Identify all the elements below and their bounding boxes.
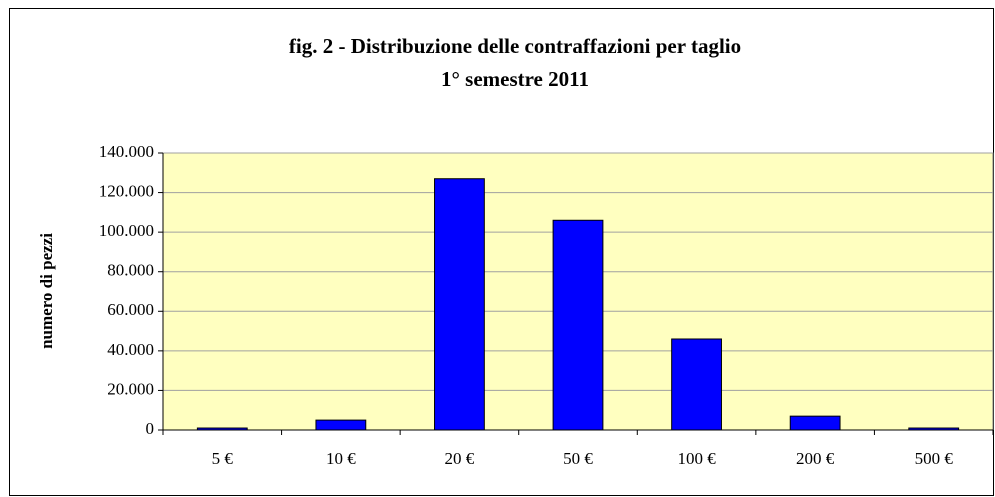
x-tick-label: 50 € xyxy=(563,449,593,468)
y-tick-label: 80.000 xyxy=(107,261,154,280)
bar xyxy=(315,419,367,431)
x-tick-label: 5 € xyxy=(212,449,234,468)
bar xyxy=(196,427,248,431)
x-tick-label: 500 € xyxy=(915,449,954,468)
y-tick-label: 0 xyxy=(146,419,155,438)
x-tick-label: 20 € xyxy=(445,449,475,468)
y-tick-label: 40.000 xyxy=(107,340,154,359)
y-axis-label: numero di pezzi xyxy=(37,233,56,349)
y-tick-label: 140.000 xyxy=(99,142,154,161)
bar xyxy=(434,178,485,431)
bar xyxy=(552,219,604,431)
bar xyxy=(671,338,722,431)
chart-subtitle: 1° semestre 2011 xyxy=(441,67,589,91)
y-tick-label: 120.000 xyxy=(99,181,154,200)
x-tick-label: 200 € xyxy=(796,449,835,468)
y-tick-label: 100.000 xyxy=(99,221,154,240)
x-tick-label: 100 € xyxy=(677,449,716,468)
chart-title: fig. 2 - Distribuzione delle contraffazi… xyxy=(289,34,741,58)
bar xyxy=(789,415,841,431)
bar xyxy=(908,427,960,431)
y-tick-label: 20.000 xyxy=(107,379,154,398)
x-tick-label: 10 € xyxy=(326,449,356,468)
y-tick-label: 60.000 xyxy=(107,300,154,319)
